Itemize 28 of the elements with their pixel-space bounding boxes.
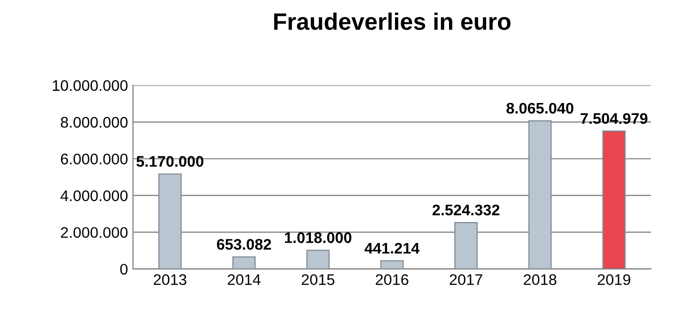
- y-tick-label: 10.000.000: [52, 80, 128, 91]
- x-tick-label: 2013: [154, 274, 186, 286]
- x-tick-label: 2018: [524, 274, 556, 286]
- data-label: 2.524.332: [432, 204, 500, 216]
- chart-title: Fraudeverlies in euro: [274, 12, 510, 30]
- data-label: 1.018.000: [284, 232, 352, 244]
- data-label: 5.170.000: [136, 156, 204, 167]
- x-tick-label: 2019: [598, 274, 630, 286]
- bar: [528, 120, 552, 269]
- y-tick-label: 6.000.000: [60, 154, 128, 164]
- bar: [306, 250, 330, 269]
- y-tick-label: 4.000.000: [60, 190, 128, 202]
- bar: [602, 130, 626, 269]
- y-tick-label: 8.000.000: [60, 116, 128, 128]
- x-tick-label: 2016: [376, 274, 408, 286]
- bar: [454, 222, 478, 269]
- y-tick-label: 0: [120, 264, 128, 275]
- x-tick-label: 2014: [228, 274, 261, 286]
- data-label: 441.214: [364, 242, 420, 254]
- data-label: 653.082: [216, 238, 272, 250]
- bar: [380, 260, 404, 269]
- data-label: 8.065.040: [506, 102, 574, 114]
- x-tick-label: 2017: [450, 274, 482, 286]
- y-tick-label: 2.000.000: [60, 227, 128, 238]
- x-tick-label: 2015: [302, 274, 334, 286]
- bar: [232, 256, 256, 269]
- bar: [158, 173, 182, 269]
- data-label: 7.504.979: [580, 113, 648, 124]
